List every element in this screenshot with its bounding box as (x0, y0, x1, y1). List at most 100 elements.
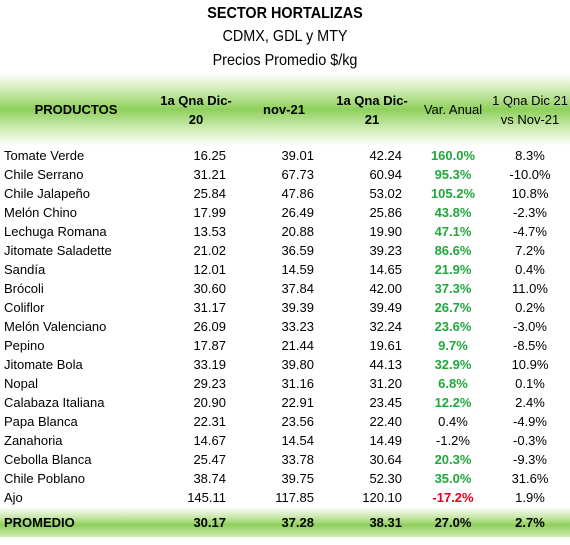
price-dic21: 14.49 (369, 433, 402, 448)
price-dic21: 23.45 (369, 395, 402, 410)
price-nov21: 22.91 (281, 395, 314, 410)
annual-change: 160.0% (430, 148, 476, 163)
price-dic21: 19.61 (369, 338, 402, 353)
annual-change: 6.8% (438, 376, 468, 391)
price-dic20: 26.09 (193, 319, 226, 334)
product-name: Zanahoria (4, 433, 63, 448)
price-nov21: 23.56 (281, 414, 314, 429)
annual-change: 23.6% (434, 319, 472, 334)
price-dic21: 30.64 (369, 452, 402, 467)
col-header-nov21: nov-21 (240, 73, 328, 146)
table-row: Ajo 145.11 117.85 120.10 -17.2% 1.9% (0, 488, 570, 507)
annual-change: 12.2% (434, 395, 472, 410)
product-name: Nopal (4, 376, 38, 391)
price-nov21: 31.16 (281, 376, 314, 391)
product-name: Jitomate Saladette (4, 243, 112, 258)
price-dic20: 145.11 (187, 490, 226, 505)
product-name: Jitomate Bola (4, 357, 83, 372)
price-dic20: 20.90 (193, 395, 226, 410)
table-row: Sandía 12.01 14.59 14.65 21.9% 0.4% (0, 260, 570, 279)
product-name: Papa Blanca (4, 414, 78, 429)
price-nov21: 67.73 (281, 167, 314, 182)
report-title: SECTOR HORTALIZAS (207, 5, 363, 22)
price-table: PRODUCTOS 1a Qna Dic-20 nov-21 1a Qna Di… (0, 73, 570, 537)
price-dic20: 38.74 (193, 471, 226, 486)
monthly-change: -9.3% (513, 452, 547, 467)
table-row: Chile Serrano 31.21 67.73 60.94 95.3% -10.0% (0, 165, 570, 184)
product-name: Pepino (4, 338, 45, 353)
price-dic20: 31.21 (193, 167, 226, 182)
table-row: Nopal 29.23 31.16 31.20 6.8% 0.1% (0, 374, 570, 393)
monthly-change: -3.0% (513, 319, 547, 334)
price-nov21: 39.39 (281, 300, 314, 315)
table-row: Melón Chino 17.99 26.49 25.86 43.8% -2.3% (0, 203, 570, 222)
monthly-change: 1.9% (515, 490, 545, 505)
table-row: Lechuga Romana 13.53 20.88 19.90 47.1% -4.7% (0, 222, 570, 241)
monthly-change: 0.2% (515, 300, 545, 315)
total-monthly-change: 2.7% (490, 507, 570, 537)
col-header-dic21: 1a Qna Dic-21 (328, 73, 416, 146)
monthly-change: -4.9% (513, 414, 547, 429)
price-dic20: 30.60 (193, 281, 226, 296)
price-nov21: 14.59 (281, 262, 314, 277)
annual-change: 105.2% (430, 186, 476, 201)
annual-change: 47.1% (434, 224, 472, 239)
price-dic20: 17.87 (193, 338, 226, 353)
annual-change: 32.9% (434, 357, 472, 372)
price-nov21: 21.44 (281, 338, 314, 353)
table-row: Chile Poblano 38.74 39.75 52.30 35.0% 31.6% (0, 469, 570, 488)
price-dic21: 32.24 (369, 319, 402, 334)
monthly-change: 10.8% (511, 186, 549, 201)
price-dic20: 14.67 (193, 433, 226, 448)
total-nov21: 37.28 (240, 507, 328, 537)
monthly-change: 31.6% (511, 471, 549, 486)
product-name: Chile Serrano (4, 167, 84, 182)
report-cities: CDMX, GDL y MTY (222, 28, 348, 45)
report-units: Precios Promedio $/kg (212, 52, 358, 69)
col-header-dic20: 1a Qna Dic-20 (152, 73, 240, 146)
product-name: Tomate Verde (4, 148, 85, 163)
product-name: Coliflor (4, 300, 45, 315)
table-row: Chile Jalapeño 25.84 47.86 53.02 105.2% 10.8% (0, 184, 570, 203)
monthly-change: 8.3% (515, 148, 545, 163)
col-header-products: PRODUCTOS (0, 73, 152, 146)
total-row: PROMEDIO 30.17 37.28 38.31 27.0% 2.7% (0, 507, 570, 537)
monthly-change: -0.3% (513, 433, 547, 448)
table-header-row: PRODUCTOS 1a Qna Dic-20 nov-21 1a Qna Di… (0, 73, 570, 146)
price-dic21: 53.02 (369, 186, 402, 201)
price-nov21: 117.85 (275, 490, 314, 505)
product-name: Melón Chino (4, 205, 77, 220)
price-dic20: 21.02 (193, 243, 226, 258)
price-dic20: 29.23 (193, 376, 226, 391)
table-row: Tomate Verde 16.25 39.01 42.24 160.0% 8.3% (0, 146, 570, 165)
annual-change: 43.8% (434, 205, 472, 220)
price-dic21: 42.24 (369, 148, 402, 163)
price-nov21: 37.84 (281, 281, 314, 296)
table-row: Pepino 17.87 21.44 19.61 9.7% -8.5% (0, 336, 570, 355)
annual-change: 9.7% (438, 338, 468, 353)
table-row: Jitomate Saladette 21.02 36.59 39.23 86.6% 7.… (0, 241, 570, 260)
annual-change: -17.2% (432, 490, 474, 505)
price-dic21: 39.49 (369, 300, 402, 315)
monthly-change: 11.0% (512, 281, 548, 296)
product-name: Calabaza Italiana (4, 395, 105, 410)
price-dic21: 14.65 (369, 262, 402, 277)
total-label: PROMEDIO (0, 507, 152, 537)
price-dic20: 31.17 (193, 300, 226, 315)
price-dic21: 25.86 (369, 205, 402, 220)
table-row: Papa Blanca 22.31 23.56 22.40 0.4% -4.9% (0, 412, 570, 431)
price-dic21: 19.90 (369, 224, 402, 239)
price-dic20: 33.19 (193, 357, 226, 372)
table-row: Cebolla Blanca 25.47 33.78 30.64 20.3% -9.3% (0, 450, 570, 469)
monthly-change: 7.2% (515, 243, 545, 258)
annual-change: 95.3% (434, 167, 472, 182)
monthly-change: -4.7% (513, 224, 547, 239)
price-nov21: 39.80 (281, 357, 314, 372)
price-nov21: 20.88 (281, 224, 314, 239)
price-nov21: 39.01 (281, 148, 314, 163)
table-row: Brócoli 30.60 37.84 42.00 37.3% 11.0% (0, 279, 570, 298)
price-dic21: 44.13 (369, 357, 402, 372)
table-row: Jitomate Bola 33.19 39.80 44.13 32.9% 10.9% (0, 355, 570, 374)
col-header-annual-change: Var. Anual (416, 73, 490, 146)
table-row: Melón Valenciano 26.09 33.23 32.24 23.6% -3.0… (0, 317, 570, 336)
